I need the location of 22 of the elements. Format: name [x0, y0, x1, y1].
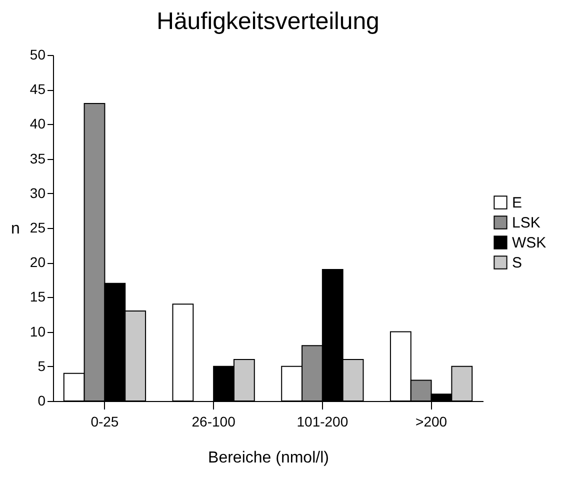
y-tick-label: 5	[38, 358, 46, 374]
y-tick-label: 50	[30, 46, 46, 62]
x-tick-label: >200	[416, 414, 448, 430]
y-tick-label: 20	[30, 254, 46, 270]
legend-label: LSK	[512, 214, 540, 232]
y-axis-title: n	[11, 220, 20, 238]
y-tick-label: 10	[30, 323, 46, 340]
legend-label: S	[512, 254, 522, 272]
y-tick-label: 25	[30, 220, 46, 236]
x-tick-label: 101-200	[296, 414, 348, 430]
x-tick-label: 26-100	[192, 414, 236, 430]
legend-label: E	[512, 194, 522, 212]
x-axis-title: Bereiche (nmol/l)	[208, 450, 329, 466]
y-tick-label: 45	[30, 81, 46, 98]
x-tick-label: 0-25	[90, 414, 119, 430]
y-tick-label: 35	[30, 150, 46, 166]
y-tick-label: 40	[30, 116, 46, 132]
y-tick-label: 15	[30, 288, 46, 305]
legend-label: WSK	[512, 234, 546, 252]
y-tick-label: 30	[30, 184, 46, 201]
y-tick-label: 0	[38, 392, 46, 408]
chart-title: Häufigkeitsverteilung	[156, 8, 380, 35]
